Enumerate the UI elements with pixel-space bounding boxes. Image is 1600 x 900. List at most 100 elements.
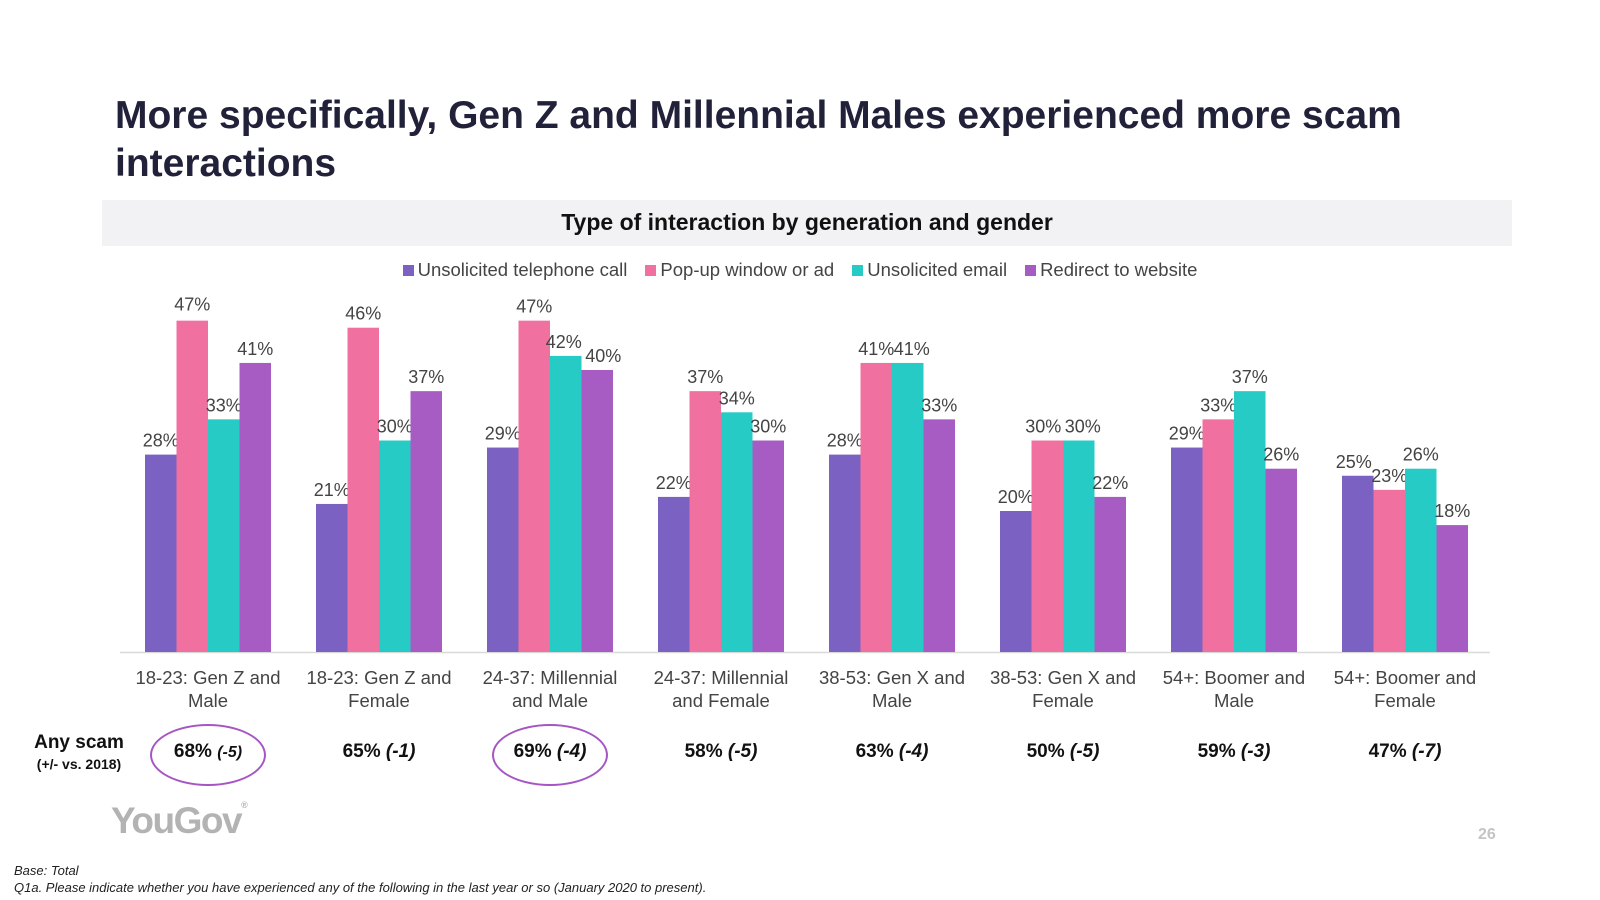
bar-pop-up-window-or-ad-6 bbox=[1031, 440, 1063, 652]
bar-pop-up-window-or-ad-5 bbox=[860, 362, 892, 652]
data-label: 30% bbox=[1025, 417, 1061, 437]
yougov-logo: YouGov® bbox=[111, 800, 248, 842]
bar-unsolicited-telephone-call-1 bbox=[145, 454, 177, 652]
bar-redirect-to-website-5 bbox=[923, 419, 955, 652]
data-label: 30% bbox=[750, 417, 786, 437]
data-label: 33% bbox=[921, 395, 957, 415]
footnote-base: Base: Total bbox=[14, 863, 79, 878]
legend-item-unsolicited-telephone-call: Unsolicited telephone call bbox=[402, 259, 628, 281]
bar-pop-up-window-or-ad-1 bbox=[176, 320, 208, 652]
any-scam-value: 59% (-3) bbox=[1154, 741, 1314, 763]
bar-unsolicited-telephone-call-8 bbox=[1342, 475, 1374, 652]
legend-swatch bbox=[852, 265, 864, 276]
bar-redirect-to-website-7 bbox=[1265, 468, 1297, 652]
legend-label: Unsolicited email bbox=[867, 259, 1008, 280]
category-label: Male bbox=[872, 690, 912, 711]
bar-unsolicited-email-8 bbox=[1405, 468, 1437, 652]
bar-unsolicited-email-2 bbox=[379, 440, 411, 652]
any-scam-value: 50% (-5) bbox=[983, 741, 1143, 763]
data-label: 47% bbox=[174, 295, 210, 315]
chart-title: Type of interaction by generation and ge… bbox=[561, 209, 1053, 235]
any-scam-value: 65% (-1) bbox=[299, 741, 459, 763]
category-label: 54+: Boomer and bbox=[1334, 667, 1476, 688]
category-label: 24-37: Millennial bbox=[483, 667, 618, 688]
data-label: 18% bbox=[1434, 501, 1470, 521]
legend-item-redirect-to-website: Redirect to website bbox=[1025, 259, 1197, 281]
data-label: 28% bbox=[143, 431, 179, 451]
legend-label: Redirect to website bbox=[1040, 259, 1198, 280]
bar-unsolicited-email-4 bbox=[721, 412, 753, 652]
category-label: and Female bbox=[672, 690, 770, 711]
any-scam-percent: 63% bbox=[855, 741, 899, 762]
any-scam-row: 68% (-5) 65% (-1) 69% (-4) 58% (-5) 63% (-4)… bbox=[0, 724, 1600, 786]
category-label: 18-23: Gen Z and bbox=[306, 667, 451, 688]
data-label: 28% bbox=[827, 431, 863, 451]
bar-pop-up-window-or-ad-3 bbox=[518, 320, 550, 652]
category-label: Male bbox=[188, 690, 228, 711]
data-label: 41% bbox=[894, 339, 930, 359]
category-label: Female bbox=[1032, 690, 1094, 711]
highlight-circle bbox=[492, 724, 608, 786]
bar-unsolicited-telephone-call-4 bbox=[658, 496, 690, 652]
data-label: 41% bbox=[858, 339, 894, 359]
data-label: 30% bbox=[377, 417, 413, 437]
data-label: 29% bbox=[485, 424, 521, 444]
any-scam-label: Any scam (+/- vs. 2018) bbox=[20, 732, 138, 772]
any-scam-delta: (-5) bbox=[727, 741, 758, 762]
any-scam-delta: (-5) bbox=[1069, 741, 1100, 762]
bar-unsolicited-email-5 bbox=[892, 362, 924, 652]
bar-pop-up-window-or-ad-8 bbox=[1373, 489, 1405, 652]
legend-label: Unsolicited telephone call bbox=[417, 259, 628, 280]
data-label: 26% bbox=[1263, 445, 1299, 465]
bar-unsolicited-telephone-call-7 bbox=[1171, 447, 1203, 652]
category-label: 24-37: Millennial bbox=[654, 667, 789, 688]
category-label: 54+: Boomer and bbox=[1163, 667, 1305, 688]
page-number: 26 bbox=[1478, 826, 1496, 843]
bar-redirect-to-website-1 bbox=[239, 362, 271, 652]
category-label: 18-23: Gen Z and bbox=[135, 667, 280, 688]
category-label: Female bbox=[1374, 690, 1436, 711]
data-label: 37% bbox=[1232, 367, 1268, 387]
category-label: and Male bbox=[512, 690, 588, 711]
data-label: 23% bbox=[1371, 466, 1407, 486]
legend-label: Pop-up window or ad bbox=[660, 259, 835, 280]
any-scam-percent: 65% bbox=[342, 741, 386, 762]
category-label: 38-53: Gen X and bbox=[819, 667, 965, 688]
logo-registered-mark: ® bbox=[241, 800, 248, 810]
logo-text: YouGov bbox=[111, 800, 243, 841]
data-label: 22% bbox=[656, 473, 692, 493]
data-label: 20% bbox=[998, 487, 1034, 507]
bar-unsolicited-telephone-call-5 bbox=[829, 454, 861, 652]
bar-unsolicited-telephone-call-2 bbox=[316, 503, 348, 652]
bar-pop-up-window-or-ad-2 bbox=[347, 327, 379, 652]
footnote-question: Q1a. Please indicate whether you have ex… bbox=[14, 880, 707, 895]
data-label: 21% bbox=[314, 480, 350, 500]
any-scam-delta: (-1) bbox=[385, 741, 416, 762]
data-label: 40% bbox=[585, 346, 621, 366]
data-label: 47% bbox=[516, 297, 552, 317]
bar-unsolicited-email-1 bbox=[208, 419, 240, 652]
any-scam-title: Any scam bbox=[34, 732, 124, 753]
data-label: 37% bbox=[687, 367, 723, 387]
category-label: Male bbox=[1214, 690, 1254, 711]
data-label: 30% bbox=[1065, 417, 1101, 437]
data-label: 34% bbox=[719, 388, 755, 408]
bar-redirect-to-website-8 bbox=[1436, 525, 1468, 652]
bar-redirect-to-website-6 bbox=[1094, 496, 1126, 652]
bar-unsolicited-telephone-call-3 bbox=[487, 447, 519, 652]
bar-redirect-to-website-4 bbox=[752, 440, 784, 652]
highlight-circle bbox=[150, 724, 266, 786]
any-scam-delta: (-4) bbox=[898, 741, 929, 762]
data-label: 33% bbox=[206, 395, 242, 415]
any-scam-percent: 50% bbox=[1026, 741, 1070, 762]
any-scam-value: 47% (-7) bbox=[1325, 741, 1485, 763]
any-scam-value: 63% (-4) bbox=[812, 741, 972, 763]
legend-swatch bbox=[402, 265, 414, 276]
legend-item-pop-up-window-or-ad: Pop-up window or ad bbox=[645, 259, 834, 281]
chart-title-band: Type of interaction by generation and ge… bbox=[102, 200, 1512, 246]
data-label: 33% bbox=[1200, 395, 1236, 415]
data-label: 22% bbox=[1092, 473, 1128, 493]
any-scam-value: 58% (-5) bbox=[641, 741, 801, 763]
bar-pop-up-window-or-ad-7 bbox=[1202, 419, 1234, 652]
